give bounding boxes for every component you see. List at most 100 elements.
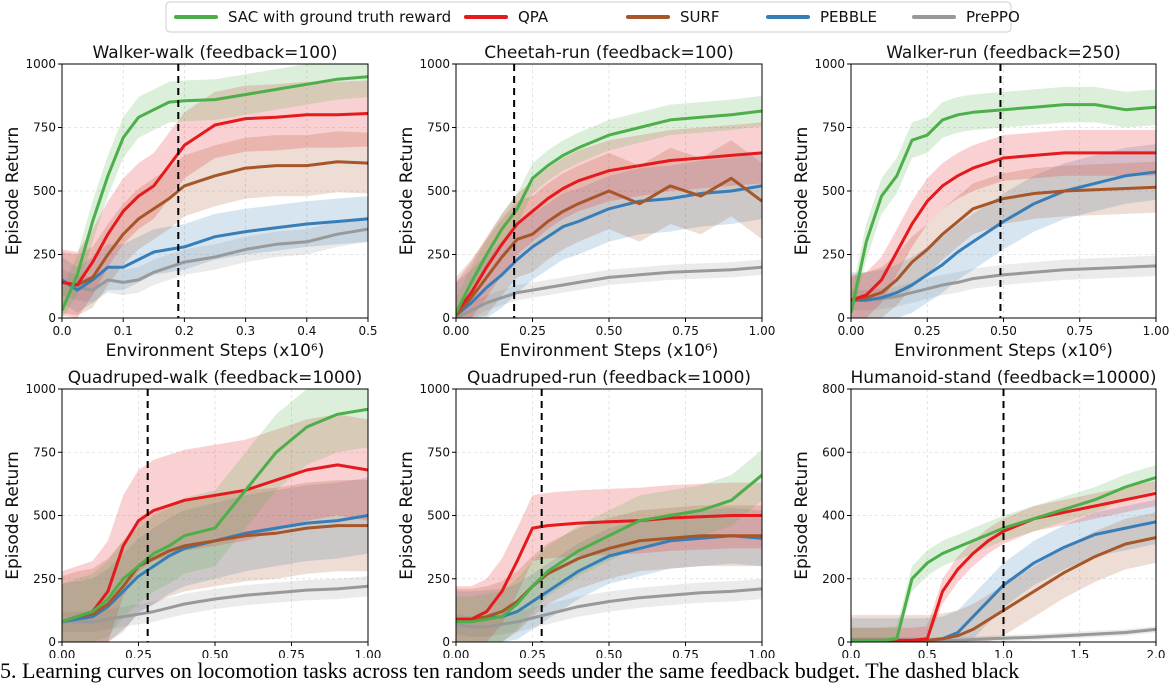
band-qpa <box>456 122 762 318</box>
series-line-qpa <box>851 491 1156 642</box>
y-tick-label: 750 <box>427 445 450 459</box>
y-tick-label: 0 <box>837 635 845 649</box>
y-tick-label: 500 <box>427 184 450 198</box>
x-tick-label: 0.00 <box>443 324 470 338</box>
chart-panel-quadruped-run-feedback-1000: 0.00 0.25 0.50 0.75 1.00 0 250 500 750 1000 Quadru… <box>397 368 775 658</box>
y-tick-label: 500 <box>427 509 450 523</box>
band-surf <box>62 480 368 642</box>
plot-area <box>456 449 762 642</box>
x-tick-label: 1.0 <box>994 648 1013 658</box>
x-tick-label: 0.25 <box>125 648 152 658</box>
y-tick-label: 500 <box>822 184 845 198</box>
series-line-preppo <box>456 587 762 629</box>
y-tick-label: 750 <box>427 121 450 135</box>
chart-panel-walker-walk-feedback-100: 0.0 0.1 0.2 0.3 0.4 0.5 0 250 500 750 1000 Walker-w… <box>3 43 378 361</box>
y-tick-label: 0 <box>48 635 56 649</box>
band-surf <box>456 140 762 318</box>
series-line-surf <box>62 524 368 624</box>
series-line-qpa <box>62 463 368 624</box>
series-line-preppo <box>456 265 762 318</box>
legend-label-pebble: PEBBLE <box>820 8 877 26</box>
chart-panel-walker-run-feedback-250: 0.00 0.25 0.50 0.75 1.00 0 250 500 750 1000 Walker… <box>792 43 1169 361</box>
x-tick-label: 0.75 <box>672 324 699 338</box>
x-tick-label: 0.00 <box>838 324 865 338</box>
y-axis-label: Episode Return <box>792 127 812 256</box>
x-tick-label: 0.1 <box>114 324 133 338</box>
band-surf <box>851 512 1156 642</box>
series-line-surf <box>456 176 762 317</box>
band-surf <box>851 161 1156 318</box>
y-tick-label: 0 <box>442 635 450 649</box>
chart-title: Cheetah-run (feedback=100) <box>484 43 734 63</box>
y-tick-label: 250 <box>822 248 845 262</box>
figure-canvas: SAC with ground truth reward QPA SURF PEBBL… <box>3 1 1169 658</box>
x-tick-label: 0.25 <box>914 324 941 338</box>
y-tick-label: 250 <box>33 248 56 262</box>
series-line-preppo <box>62 584 368 624</box>
chart-title: Walker-run (feedback=250) <box>886 43 1121 63</box>
x-tick-label: 0.50 <box>202 648 229 658</box>
y-tick-label: 250 <box>427 248 450 262</box>
x-tick-label: 0.25 <box>519 648 546 658</box>
x-axis-label: Environment Steps (x10⁶) <box>500 341 719 361</box>
band-sac-with-ground-truth-reward <box>851 86 1156 318</box>
legend-label-sac-with-ground-truth-reward: SAC with ground truth reward <box>228 8 451 26</box>
band-surf <box>62 131 368 316</box>
y-tick-label: 750 <box>822 121 845 135</box>
legend-label-surf: SURF <box>680 8 720 26</box>
band-pebble <box>456 152 762 318</box>
chart-title: Quadruped-walk (feedback=1000) <box>68 368 362 388</box>
x-tick-label: 0.0 <box>841 648 860 658</box>
y-tick-label: 0 <box>442 311 450 325</box>
y-tick-label: 200 <box>822 572 845 586</box>
series-line-pebble <box>62 514 368 624</box>
chart-panels: 0.0 0.1 0.2 0.3 0.4 0.502505007501000Walker-w… <box>3 43 1169 658</box>
band-qpa <box>62 80 368 318</box>
series-line-sac-with-ground-truth-reward <box>456 109 762 314</box>
chart-panel-quadruped-walk-feedback-1000: 0.00 0.25 0.50 0.75 1.00 0 250 500 750 1000 Quadru… <box>3 368 381 658</box>
x-tick-label: 0.50 <box>596 324 623 338</box>
series-line-surf <box>851 185 1156 302</box>
x-axis-label: Environment Steps (x10⁶) <box>106 341 325 361</box>
y-tick-label: 0 <box>837 311 845 325</box>
legend-label-qpa: QPA <box>518 8 549 26</box>
x-tick-label: 0.5 <box>358 324 377 338</box>
y-tick-label: 600 <box>822 445 845 459</box>
x-tick-label: 0.50 <box>990 324 1017 338</box>
chart-panel-cheetah-run-feedback-100: 0.00 0.25 0.50 0.75 1.00 0 250 500 750 1000 Cheeta… <box>397 43 775 361</box>
x-tick-label: 1.5 <box>1070 648 1089 658</box>
plot-area <box>851 86 1156 318</box>
y-tick-label: 1000 <box>419 57 450 71</box>
band-pebble <box>62 477 368 642</box>
x-tick-label: 0.00 <box>49 648 76 658</box>
legend-frame <box>165 1 1012 33</box>
y-tick-label: 750 <box>33 121 56 135</box>
plot-area <box>62 64 368 318</box>
y-tick-label: 400 <box>822 509 845 523</box>
x-tick-label: 1.00 <box>355 648 382 658</box>
band-sac-with-ground-truth-reward <box>62 64 368 318</box>
series-line-pebble <box>456 184 762 317</box>
y-axis-label: Episode Return <box>397 127 417 256</box>
series-line-sac-with-ground-truth-reward <box>851 103 1156 314</box>
x-tick-label: 0.4 <box>297 324 316 338</box>
y-axis-label: Episode Return <box>397 451 417 580</box>
y-tick-label: 500 <box>33 184 56 198</box>
chart-panel-humanoid-stand-feedback-10000: 0.0 0.5 1.0 1.5 2.0 0 200 400 600 800 Humanoid-sta… <box>792 368 1166 658</box>
band-sac-with-ground-truth-reward <box>456 449 762 642</box>
y-tick-label: 500 <box>33 509 56 523</box>
x-tick-label: 2.0 <box>1146 648 1165 658</box>
x-tick-label: 0.00 <box>443 648 470 658</box>
x-tick-label: 0.0 <box>52 324 71 338</box>
x-tick-label: 0.25 <box>519 324 546 338</box>
series-line-qpa <box>456 514 762 621</box>
band-sac-with-ground-truth-reward <box>62 389 368 642</box>
band-qpa <box>851 480 1156 642</box>
band-pebble <box>456 507 762 642</box>
y-tick-label: 250 <box>33 572 56 586</box>
series-line-preppo <box>62 227 368 292</box>
series-line-surf <box>62 160 368 287</box>
series-line-pebble <box>851 170 1156 302</box>
series-line-qpa <box>62 112 368 287</box>
x-tick-label: 0.5 <box>918 648 937 658</box>
